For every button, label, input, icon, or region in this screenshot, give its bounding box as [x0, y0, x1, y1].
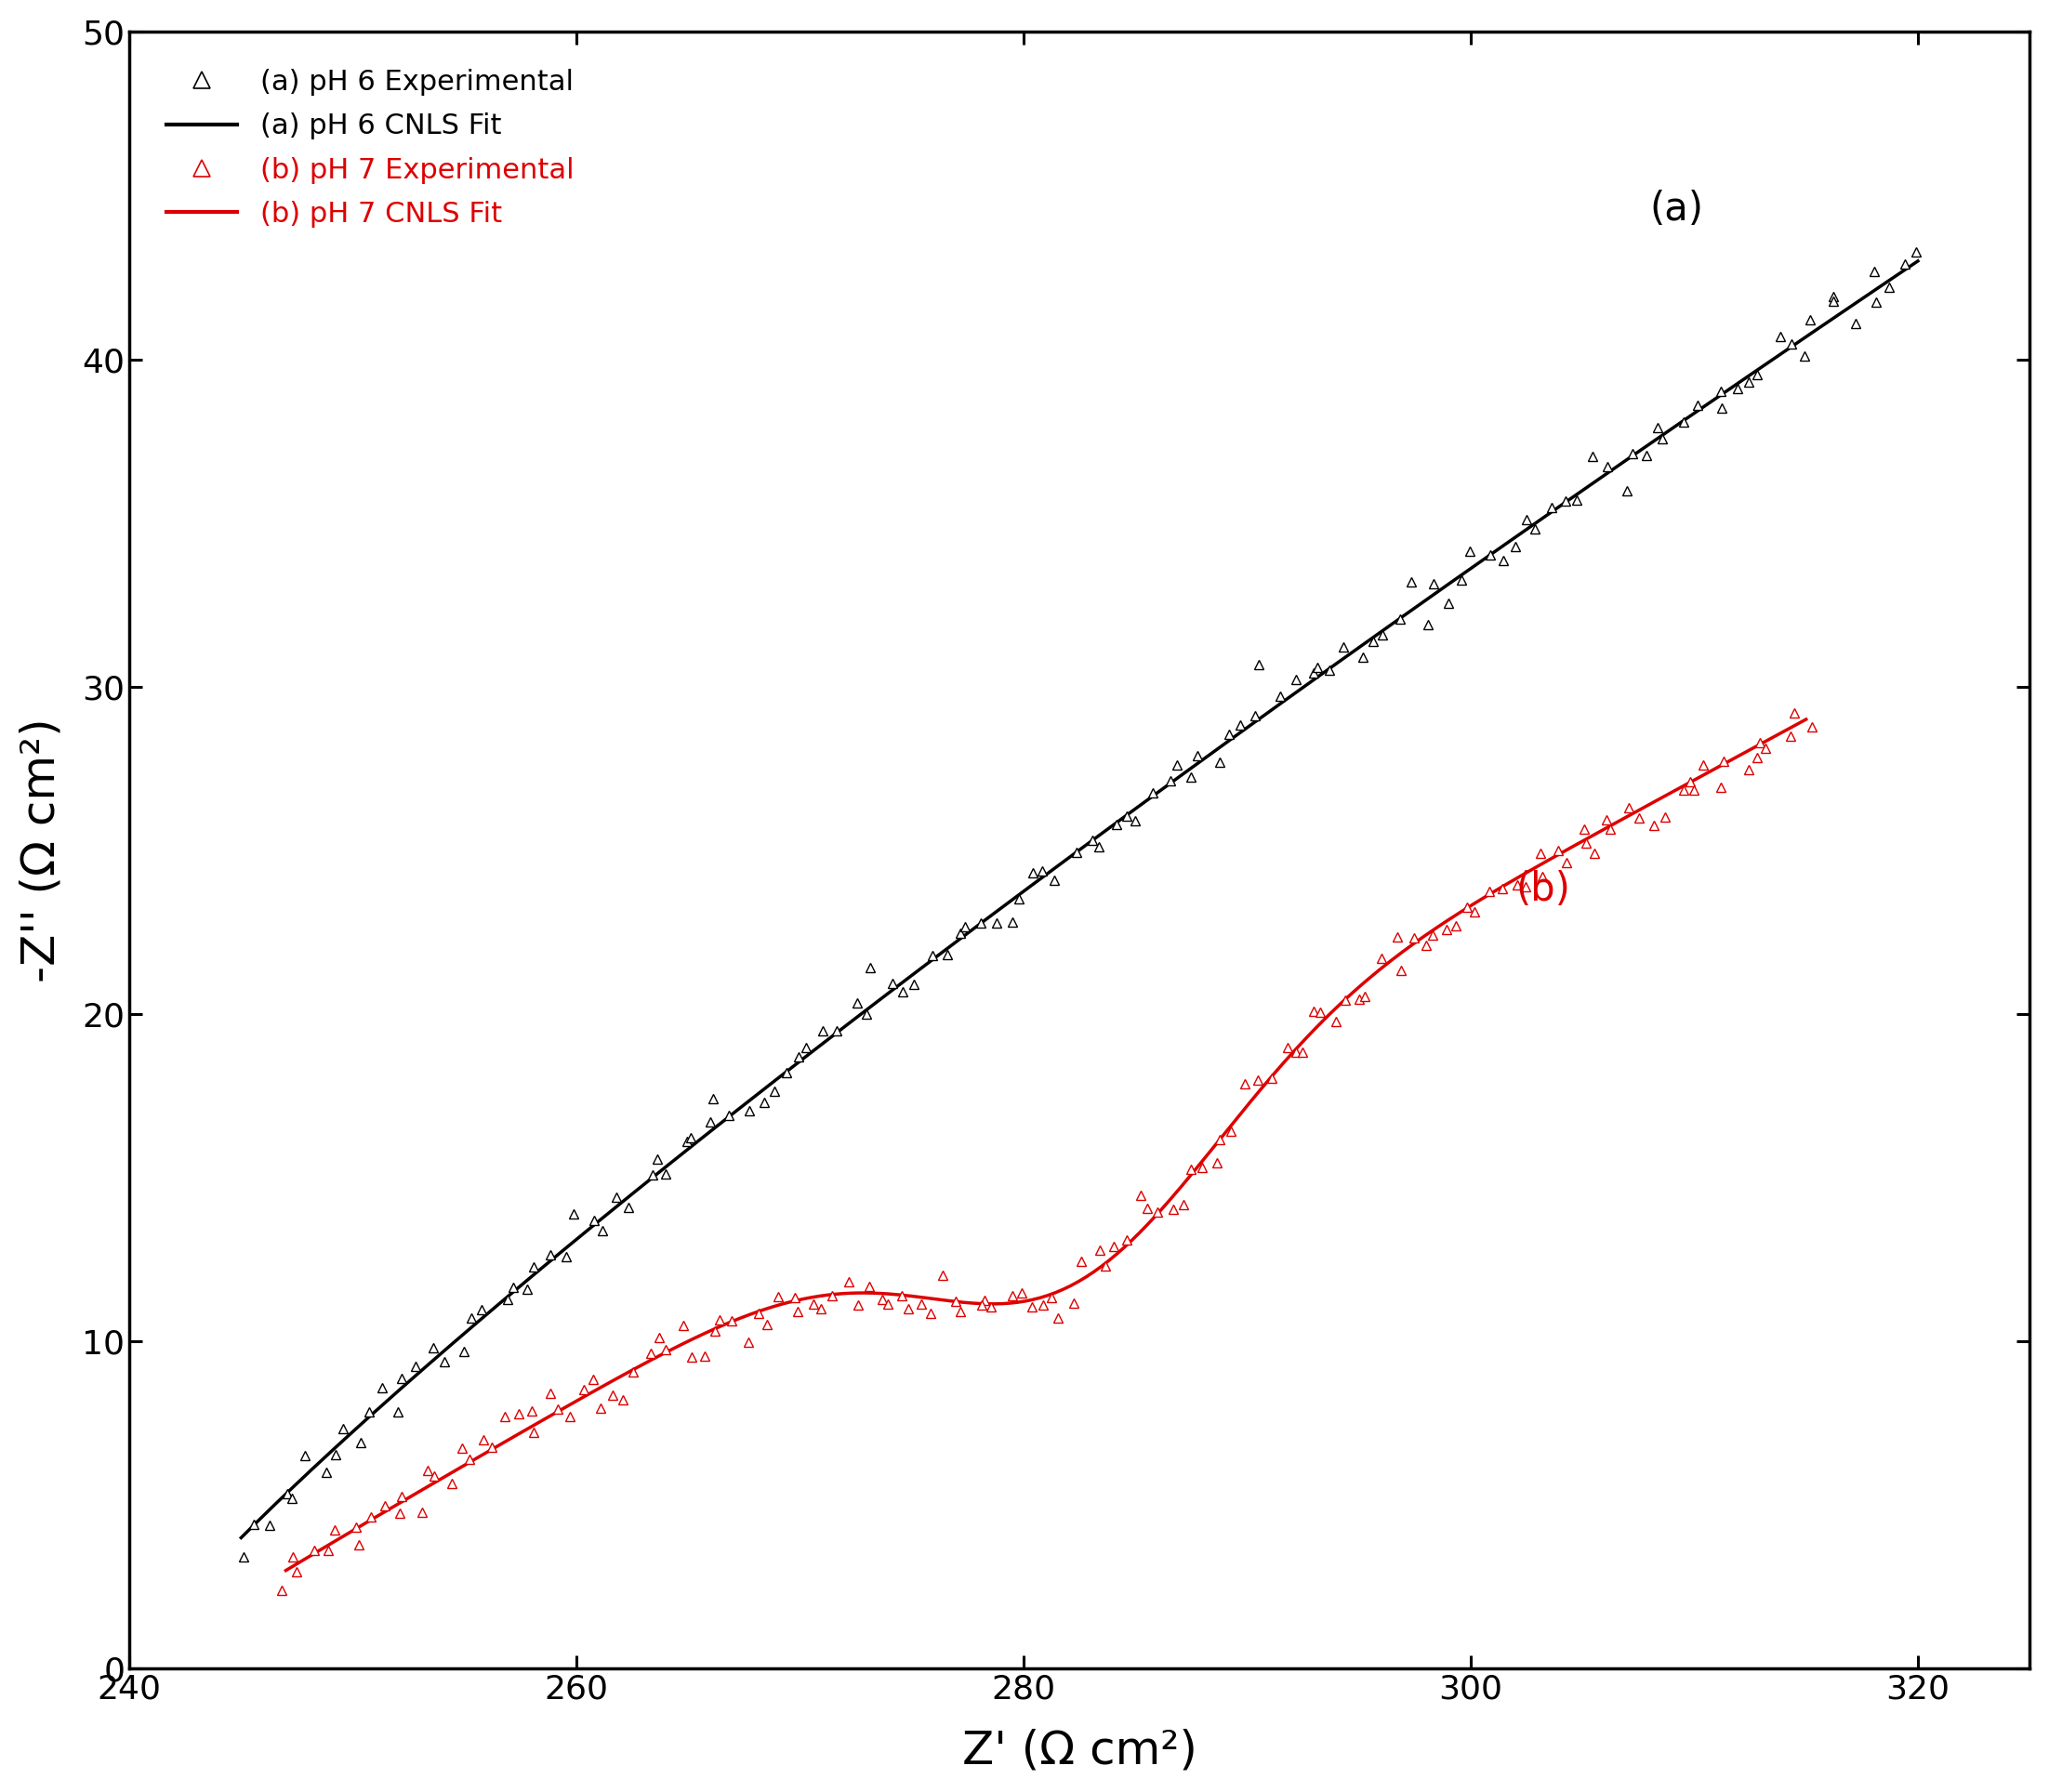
- Y-axis label: -Z'' (Ω cm²): -Z'' (Ω cm²): [18, 719, 64, 982]
- Legend: (a) pH 6 Experimental, (a) pH 6 CNLS Fit, (b) pH 7 Experimental, (b) pH 7 CNLS F: (a) pH 6 Experimental, (a) pH 6 CNLS Fit…: [143, 47, 596, 251]
- X-axis label: Z' (Ω cm²): Z' (Ω cm²): [961, 1727, 1197, 1772]
- Text: (b): (b): [1516, 871, 1570, 909]
- Text: (a): (a): [1649, 190, 1703, 228]
